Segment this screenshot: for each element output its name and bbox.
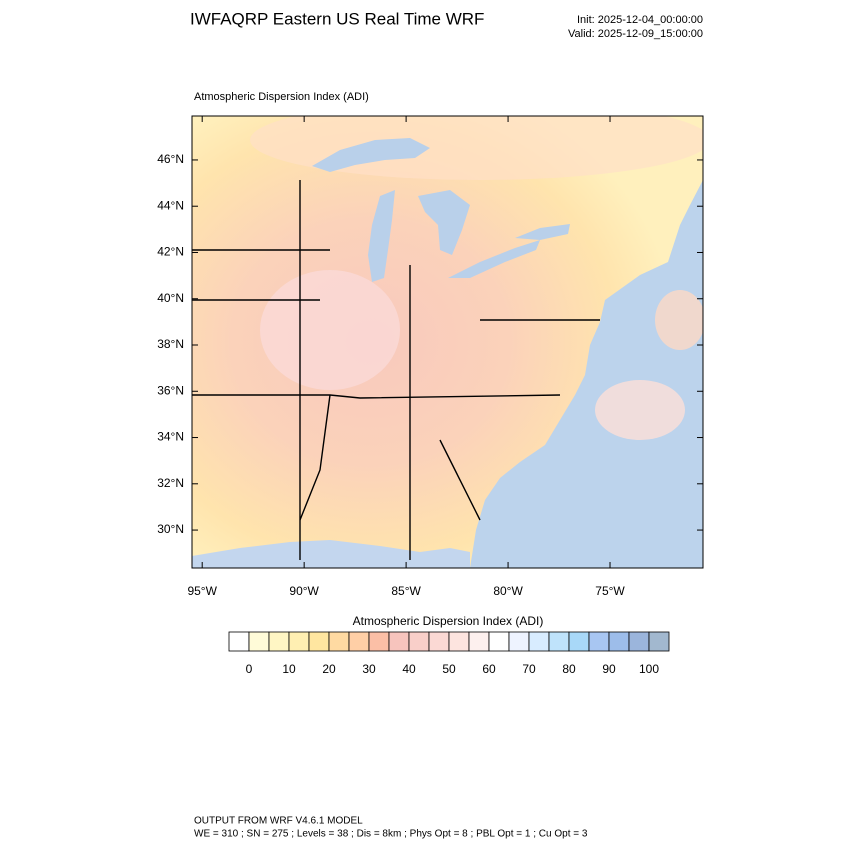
lon-label: 80°W [493,584,523,598]
lon-label: 75°W [595,584,625,598]
lake-ontario [515,224,570,240]
colorbar-label: 30 [362,662,376,676]
colorbar-box [368,631,390,652]
lake-huron [418,190,470,255]
field-patch [260,270,400,390]
map-title: Atmospheric Dispersion Index (ADI) [194,91,369,103]
map-frame [191,115,704,569]
lake-michigan [368,190,395,282]
lon-label: 95°W [187,584,217,598]
lat-label: 32°N [157,476,184,490]
ocean-patch [595,380,685,440]
state-boundaries [192,180,600,560]
colorbar-box [348,631,370,652]
lat-label: 42°N [157,245,184,259]
lat-label: 34°N [157,430,184,444]
atlantic-ocean [470,180,703,568]
colorbar-box [308,631,330,652]
lake-erie [448,240,540,278]
lat-label: 30°N [157,522,184,536]
colorbar-box [388,631,410,652]
colorbar-box [468,631,490,652]
lat-label: 38°N [157,337,184,351]
colorbar-label: 0 [246,662,253,676]
colorbar-label: 80 [562,662,576,676]
colorbar-label: 100 [639,662,659,676]
colorbar-box [248,631,270,652]
valid-time: Valid: 2025-12-09_15:00:00 [568,28,703,40]
colorbar-box [288,631,310,652]
colorbar-box [608,631,630,652]
canada-field [250,116,703,180]
colorbar-box [508,631,530,652]
lake-superior [312,138,430,172]
colorbar-box [328,631,350,652]
colorbar-label: 90 [602,662,616,676]
colorbar: 0 10 20 30 40 50 60 70 80 90 100 [228,631,670,676]
init-time: Init: 2025-12-04_00:00:00 [577,14,703,26]
lat-label: 46°N [157,152,184,166]
colorbar-box [408,631,430,652]
ocean-patch [655,290,703,350]
colorbar-box [268,631,290,652]
colorbar-label: 50 [442,662,456,676]
colorbar-box [528,631,550,652]
lat-label: 36°N [157,383,184,397]
lon-label: 85°W [391,584,421,598]
lon-label: 90°W [289,584,319,598]
colorbar-label: 40 [402,662,416,676]
colorbar-box [228,631,250,652]
lat-label: 40°N [157,291,184,305]
colorbar-box [548,631,570,652]
gulf-of-mexico [192,540,470,568]
footer-line: WE = 310 ; SN = 275 ; Levels = 38 ; Dis … [194,829,588,840]
colorbar-label: 10 [282,662,296,676]
colorbar-label: 20 [322,662,336,676]
colorbar-box [488,631,510,652]
colorbar-box [628,631,650,652]
colorbar-box [448,631,470,652]
colorbar-title: Atmospheric Dispersion Index (ADI) [353,614,544,628]
lat-label: 44°N [157,198,184,212]
colorbar-box [568,631,590,652]
footer-line: OUTPUT FROM WRF V4.6.1 MODEL [194,816,363,827]
colorbar-label: 60 [482,662,496,676]
title: IWFAQRP Eastern US Real Time WRF [190,9,484,28]
map-field [192,116,703,568]
colorbar-label: 70 [522,662,536,676]
colorbar-box [588,631,610,652]
colorbar-box [648,631,670,652]
colorbar-box [428,631,450,652]
